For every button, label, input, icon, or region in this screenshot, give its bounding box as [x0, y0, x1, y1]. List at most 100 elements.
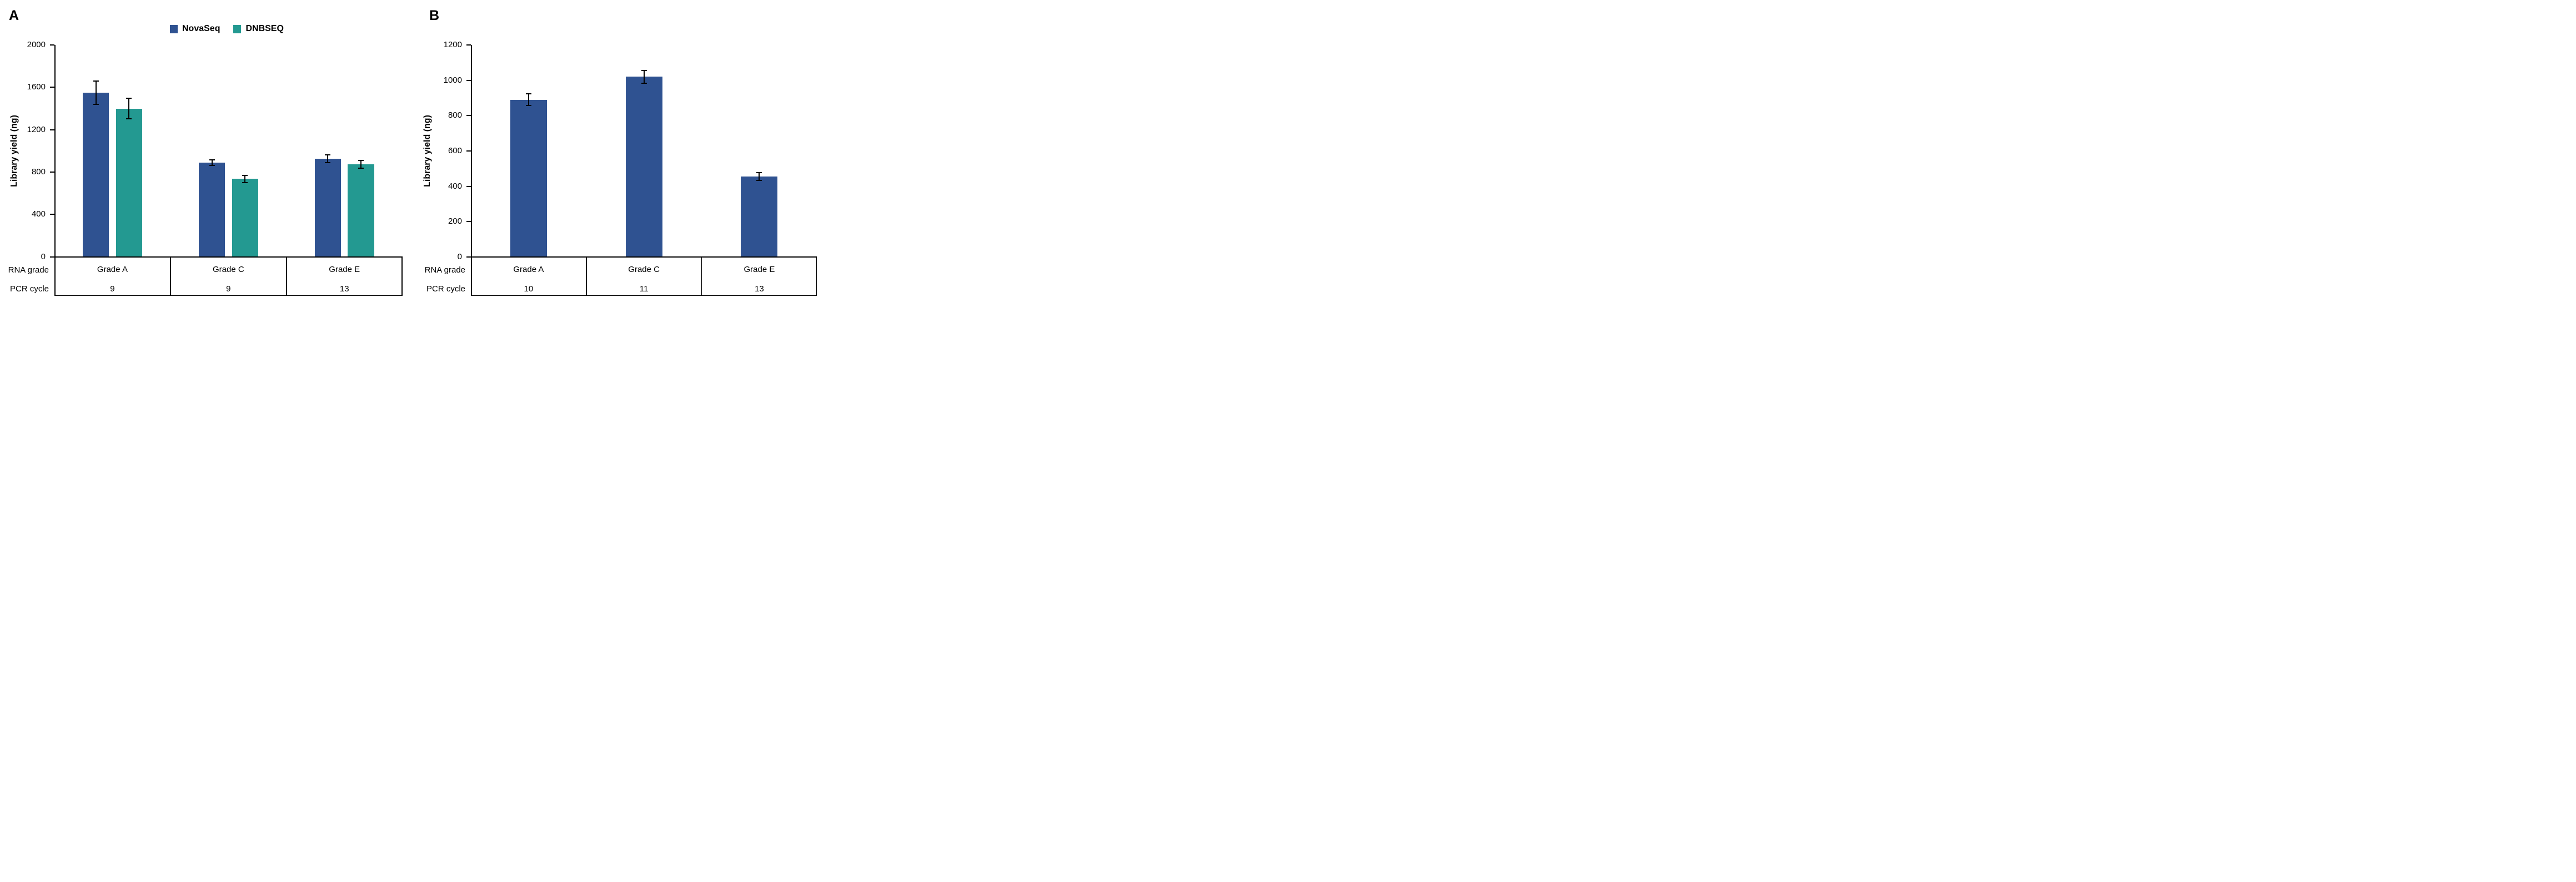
- error-bar-novaseq-grade-e-cap-bottom: [756, 180, 762, 182]
- legend-swatch-dnbseq-icon: [233, 24, 242, 33]
- bar-novaseq-grade-e: [314, 159, 342, 257]
- legend-item-dnbseq: DNBSEQ: [233, 24, 284, 33]
- pcr-cycle-cell-a-grade-c: 9: [226, 284, 231, 294]
- rna-grade-cell-b-grade-e: Grade E: [744, 264, 775, 274]
- y-tick-b-1000: [466, 79, 471, 81]
- bar-novaseq-grade-c: [198, 162, 225, 257]
- y-tick-label-a-0: 0: [41, 251, 46, 261]
- y-tick-a-1200: [50, 129, 54, 130]
- y-tick-a-400: [50, 214, 54, 215]
- panel-label-a: A: [9, 8, 19, 23]
- legend-swatch-novaseq-icon: [170, 24, 178, 33]
- error-bar-novaseq-grade-e-line: [759, 172, 760, 181]
- rna-grade-cell-a-grade-e: Grade E: [329, 264, 360, 274]
- error-bar-novaseq-grade-a-cap-top: [93, 80, 99, 82]
- y-tick-label-b-1000: 1000: [443, 75, 462, 85]
- pcr-cycle-cell-b-grade-c: 11: [639, 284, 649, 294]
- rna-grade-cell-a-grade-c: Grade C: [212, 264, 244, 274]
- error-bar-novaseq-grade-a-cap-bottom: [93, 103, 99, 105]
- error-bar-dnbseq-grade-e-line: [360, 160, 362, 168]
- table-divider-a-1: [170, 256, 171, 296]
- y-tick-label-a-1200: 1200: [27, 124, 46, 134]
- y-tick-b-600: [466, 150, 471, 152]
- error-bar-novaseq-grade-e-cap-top: [325, 154, 331, 155]
- y-tick-label-b-200: 200: [448, 216, 462, 226]
- error-bar-novaseq-grade-a-cap-top: [525, 93, 531, 95]
- rna-grade-cell-a-grade-a: Grade A: [97, 264, 128, 274]
- error-bar-dnbseq-grade-a-cap-bottom: [126, 118, 132, 119]
- legend: NovaSeq DNBSEQ: [170, 24, 292, 33]
- error-bar-dnbseq-grade-a-cap-top: [126, 98, 132, 99]
- error-bar-novaseq-grade-c-line: [643, 70, 645, 83]
- y-tick-b-800: [466, 115, 471, 117]
- legend-label-dnbseq: DNBSEQ: [245, 24, 284, 33]
- error-bar-novaseq-grade-a-cap-bottom: [525, 104, 531, 106]
- legend-label-novaseq: NovaSeq: [182, 24, 220, 33]
- y-tick-a-0: [50, 256, 54, 258]
- bar-novaseq-grade-e: [741, 177, 778, 257]
- y-tick-label-b-800: 800: [448, 110, 462, 120]
- y-tick-b-1200: [466, 44, 471, 46]
- table-bottom-border-a: [54, 295, 403, 296]
- error-bar-dnbseq-grade-a-line: [128, 98, 130, 119]
- rna-grade-cell-b-grade-c: Grade C: [628, 264, 660, 274]
- y-tick-label-a-2000: 2000: [27, 40, 46, 49]
- row-label-pcr-cycle-b: PCR cycle: [426, 284, 465, 294]
- error-bar-dnbseq-grade-e-cap-top: [358, 159, 364, 161]
- y-tick-a-800: [50, 172, 54, 173]
- error-bar-novaseq-grade-c-cap-top: [209, 159, 215, 160]
- table-divider-a-2: [286, 256, 287, 296]
- table-right-border-a: [401, 256, 403, 296]
- row-label-rna-grade-b: RNA grade: [424, 265, 465, 275]
- y-tick-a-1600: [50, 87, 54, 88]
- pcr-cycle-cell-a-grade-e: 13: [339, 284, 349, 294]
- error-bar-novaseq-grade-e-cap-bottom: [325, 162, 331, 164]
- y-tick-b-200: [466, 221, 471, 223]
- table-bottom-border-b: [471, 295, 817, 296]
- row-label-rna-grade-a: RNA grade: [8, 265, 49, 275]
- y-axis-a: [54, 45, 56, 258]
- y-tick-label-a-1600: 1600: [27, 82, 46, 92]
- error-bar-novaseq-grade-c-cap-bottom: [641, 82, 647, 84]
- bar-dnbseq-grade-e: [348, 164, 374, 257]
- bar-novaseq-grade-a: [83, 92, 109, 257]
- y-tick-b-400: [466, 185, 471, 187]
- error-bar-dnbseq-grade-e-cap-bottom: [358, 167, 364, 169]
- error-bar-dnbseq-grade-c-cap-top: [242, 175, 248, 177]
- bar-novaseq-grade-c: [625, 77, 662, 257]
- bar-novaseq-grade-a: [510, 99, 547, 257]
- figure-canvas: A B Library yield (ng) Library yield (ng…: [0, 0, 870, 298]
- y-tick-label-a-400: 400: [31, 209, 46, 219]
- bar-dnbseq-grade-a: [116, 108, 142, 257]
- bar-dnbseq-grade-c: [232, 179, 258, 257]
- table-right-border-b: [816, 256, 817, 296]
- error-bar-novaseq-grade-e-cap-top: [756, 172, 762, 173]
- y-tick-label-b-0: 0: [457, 251, 462, 261]
- table-left-border-b: [471, 256, 472, 296]
- y-tick-label-a-800: 800: [31, 167, 46, 177]
- error-bar-novaseq-grade-c-line: [211, 159, 213, 166]
- legend-item-novaseq: NovaSeq: [170, 24, 220, 33]
- error-bar-novaseq-grade-a-line: [95, 80, 97, 104]
- table-left-border-a: [54, 256, 56, 296]
- x-axis-a: [54, 256, 403, 258]
- error-bar-novaseq-grade-c-cap-bottom: [209, 165, 215, 167]
- x-axis-b: [471, 256, 817, 258]
- error-bar-novaseq-grade-a-line: [528, 94, 529, 105]
- rna-grade-cell-b-grade-a: Grade A: [513, 264, 544, 274]
- y-tick-label-b-1200: 1200: [443, 40, 462, 49]
- pcr-cycle-cell-b-grade-a: 10: [524, 284, 534, 294]
- error-bar-dnbseq-grade-c-cap-bottom: [242, 182, 248, 183]
- error-bar-novaseq-grade-e-line: [327, 154, 329, 163]
- error-bar-dnbseq-grade-c-line: [244, 175, 246, 183]
- table-divider-b-2: [701, 256, 702, 296]
- row-label-pcr-cycle-a: PCR cycle: [9, 284, 49, 294]
- y-tick-label-b-600: 600: [448, 145, 462, 155]
- y-tick-b-0: [466, 256, 471, 258]
- pcr-cycle-cell-a-grade-a: 9: [110, 284, 115, 294]
- table-divider-b-1: [586, 256, 587, 296]
- panel-label-b: B: [429, 8, 440, 23]
- error-bar-novaseq-grade-c-cap-top: [641, 69, 647, 71]
- y-tick-label-b-400: 400: [448, 181, 462, 191]
- y-tick-a-2000: [50, 44, 54, 46]
